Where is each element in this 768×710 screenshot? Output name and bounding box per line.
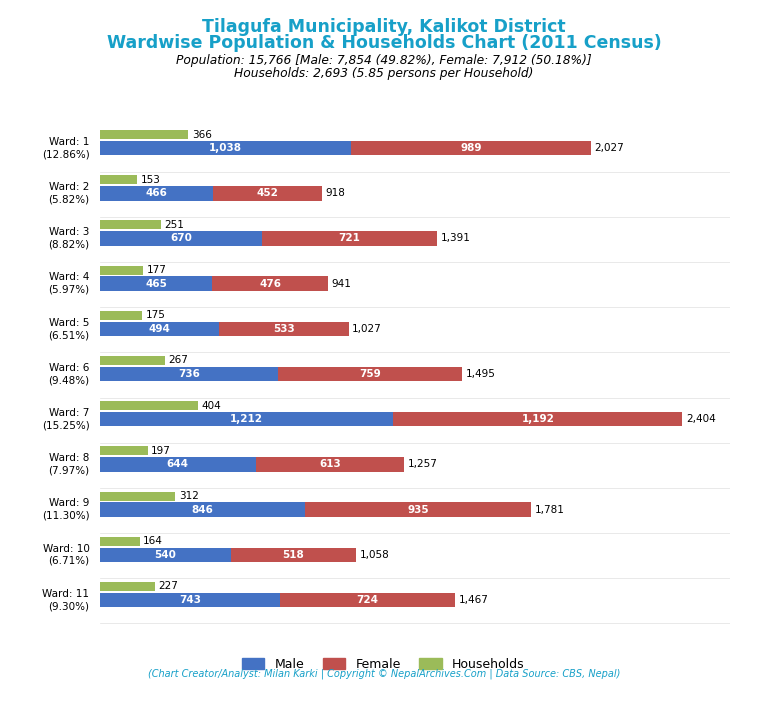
Bar — [100, 401, 197, 410]
Text: 1,027: 1,027 — [353, 324, 382, 334]
Bar — [100, 220, 161, 229]
Text: 312: 312 — [179, 491, 199, 501]
Text: 759: 759 — [359, 369, 381, 379]
Text: 1,391: 1,391 — [440, 234, 470, 244]
Text: 721: 721 — [339, 234, 360, 244]
Bar — [100, 356, 164, 365]
Bar — [230, 547, 356, 562]
Bar — [100, 276, 213, 291]
Text: 251: 251 — [164, 220, 184, 230]
Text: Tilagufa Municipality, Kalikot District: Tilagufa Municipality, Kalikot District — [202, 18, 566, 36]
Text: 935: 935 — [407, 505, 429, 515]
Bar — [100, 593, 280, 607]
Text: 540: 540 — [154, 550, 176, 559]
Text: 613: 613 — [319, 459, 341, 469]
Bar — [100, 547, 230, 562]
Bar — [100, 311, 142, 320]
Text: 941: 941 — [332, 279, 351, 289]
Text: 227: 227 — [158, 581, 178, 591]
Bar — [100, 537, 140, 546]
Text: 743: 743 — [179, 595, 200, 605]
Bar — [278, 367, 462, 381]
Text: 1,467: 1,467 — [458, 595, 488, 605]
Bar — [100, 141, 351, 155]
Bar — [100, 231, 262, 246]
Text: 404: 404 — [201, 400, 221, 410]
Bar — [100, 457, 256, 471]
Text: (Chart Creator/Analyst: Milan Karki | Copyright © NepalArchives.Com | Data Sourc: (Chart Creator/Analyst: Milan Karki | Co… — [147, 669, 621, 679]
Bar — [256, 457, 404, 471]
Text: 153: 153 — [141, 175, 161, 185]
Text: 267: 267 — [168, 356, 188, 366]
Bar — [100, 322, 220, 336]
Text: 452: 452 — [257, 188, 278, 198]
Legend: Male, Female, Households: Male, Female, Households — [237, 652, 530, 676]
Text: 494: 494 — [149, 324, 170, 334]
Bar — [393, 412, 682, 427]
Text: 465: 465 — [145, 279, 167, 289]
Text: 177: 177 — [147, 265, 166, 275]
Text: 466: 466 — [145, 188, 167, 198]
Bar — [100, 367, 278, 381]
Text: 366: 366 — [192, 130, 212, 140]
Text: 989: 989 — [460, 143, 482, 153]
Bar — [100, 266, 143, 275]
Bar — [100, 503, 305, 517]
Text: 1,257: 1,257 — [408, 459, 438, 469]
Text: 197: 197 — [151, 446, 171, 456]
Text: 518: 518 — [283, 550, 304, 559]
Text: 2,404: 2,404 — [686, 414, 716, 424]
Bar — [305, 503, 531, 517]
Text: 644: 644 — [167, 459, 189, 469]
Bar — [100, 582, 155, 591]
Bar — [213, 186, 323, 200]
Text: 918: 918 — [326, 188, 346, 198]
Bar — [351, 141, 591, 155]
Text: 670: 670 — [170, 234, 192, 244]
Text: 846: 846 — [191, 505, 214, 515]
Text: Households: 2,693 (5.85 persons per Household): Households: 2,693 (5.85 persons per Hous… — [234, 67, 534, 80]
Text: 1,038: 1,038 — [209, 143, 242, 153]
Bar — [100, 447, 147, 455]
Text: 2,027: 2,027 — [594, 143, 624, 153]
Text: 1,192: 1,192 — [521, 414, 554, 424]
Bar — [220, 322, 349, 336]
Bar — [213, 276, 328, 291]
Bar — [100, 491, 175, 501]
Text: Population: 15,766 [Male: 7,854 (49.82%), Female: 7,912 (50.18%)]: Population: 15,766 [Male: 7,854 (49.82%)… — [176, 54, 592, 67]
Text: 1,212: 1,212 — [230, 414, 263, 424]
Text: 1,058: 1,058 — [359, 550, 389, 559]
Bar — [280, 593, 455, 607]
Text: Wardwise Population & Households Chart (2011 Census): Wardwise Population & Households Chart (… — [107, 34, 661, 52]
Text: 476: 476 — [259, 279, 281, 289]
Bar — [262, 231, 437, 246]
Bar — [100, 130, 188, 139]
Text: 724: 724 — [356, 595, 379, 605]
Text: 175: 175 — [146, 310, 166, 320]
Bar — [100, 175, 137, 185]
Text: 736: 736 — [178, 369, 200, 379]
Bar — [100, 186, 213, 200]
Text: 1,495: 1,495 — [465, 369, 495, 379]
Text: 164: 164 — [143, 536, 163, 546]
Text: 1,781: 1,781 — [535, 505, 564, 515]
Bar — [100, 412, 393, 427]
Text: 533: 533 — [273, 324, 295, 334]
